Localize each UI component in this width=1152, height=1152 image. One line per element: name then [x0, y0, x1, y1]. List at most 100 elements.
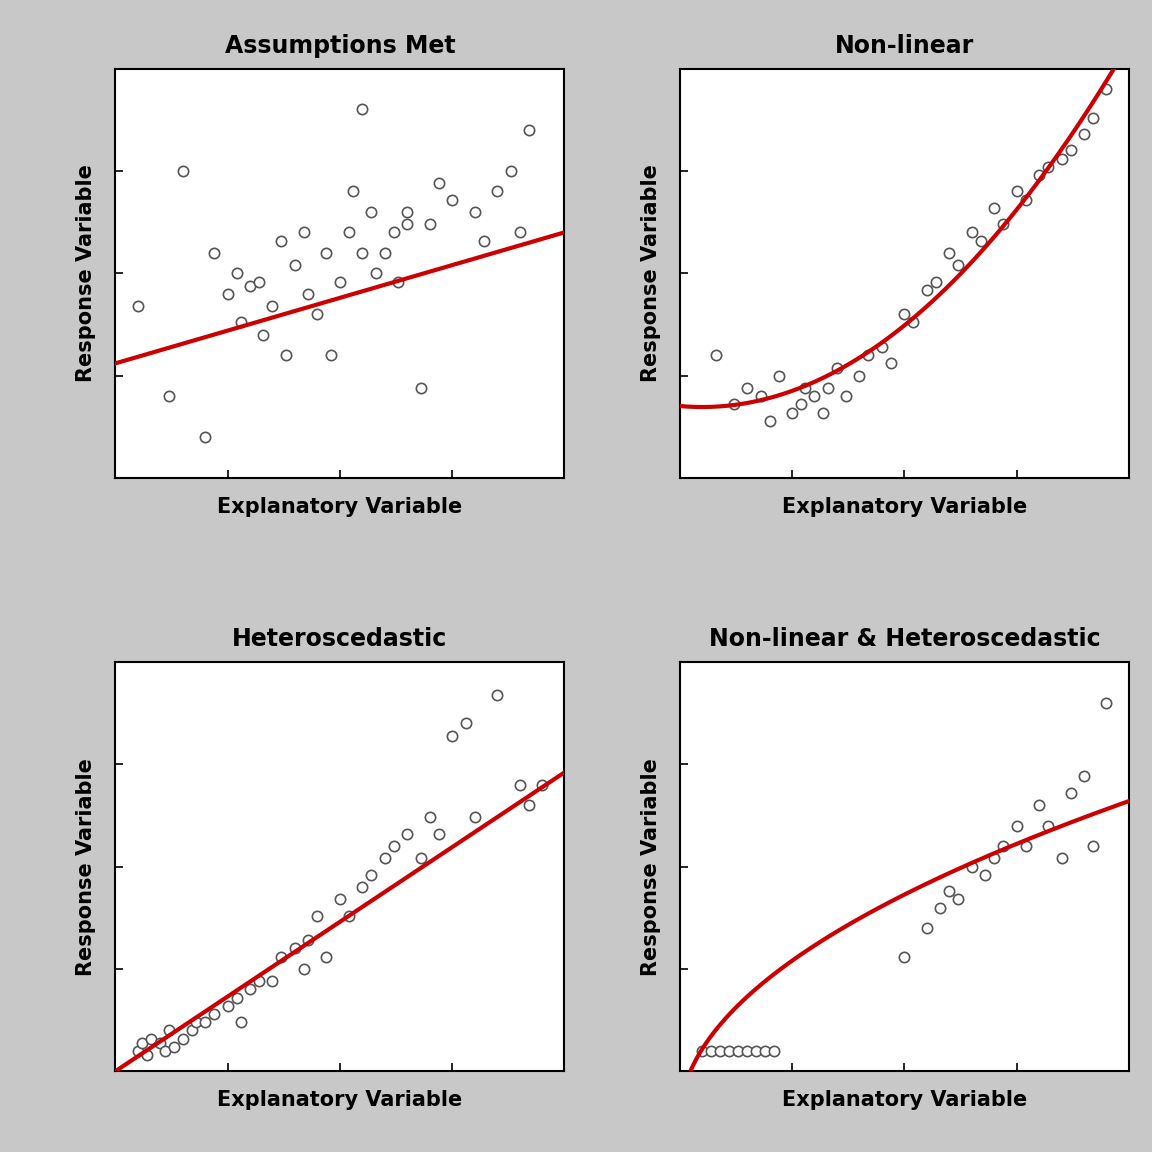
Point	[720, 1041, 738, 1060]
Point	[770, 366, 788, 385]
Point	[1053, 849, 1071, 867]
Point	[132, 1033, 151, 1052]
Point	[300, 285, 318, 303]
Point	[746, 1041, 765, 1060]
Point	[737, 1041, 756, 1060]
Point	[430, 174, 448, 192]
Point	[819, 379, 838, 397]
Point	[353, 243, 371, 262]
Point	[985, 198, 1003, 217]
Point	[411, 379, 430, 397]
Point	[295, 223, 313, 242]
Point	[376, 243, 394, 262]
Point	[1039, 158, 1058, 176]
Point	[156, 1041, 174, 1060]
Point	[994, 215, 1013, 234]
Point	[1030, 166, 1048, 184]
Point	[510, 223, 529, 242]
Point	[756, 1041, 774, 1060]
Point	[331, 890, 349, 909]
Point	[940, 882, 958, 901]
Point	[940, 243, 958, 262]
Point	[205, 1005, 223, 1023]
Point	[881, 354, 900, 372]
Point	[219, 996, 237, 1015]
Point	[760, 411, 779, 430]
Point	[263, 297, 281, 316]
Point	[385, 836, 403, 855]
Point	[196, 1013, 214, 1031]
Point	[430, 825, 448, 843]
Point	[1084, 108, 1102, 127]
Y-axis label: Response Variable: Response Variable	[76, 165, 97, 382]
Point	[362, 203, 380, 221]
Point	[151, 1033, 169, 1052]
Point	[1061, 142, 1079, 160]
Point	[805, 387, 824, 406]
Point	[917, 919, 935, 938]
X-axis label: Explanatory Variable: Explanatory Variable	[218, 1090, 462, 1111]
Point	[317, 947, 335, 965]
Point	[791, 395, 810, 414]
Point	[1007, 817, 1025, 835]
Point	[232, 313, 250, 332]
Point	[725, 395, 743, 414]
X-axis label: Explanatory Variable: Explanatory Variable	[218, 497, 462, 517]
Y-axis label: Response Variable: Response Variable	[641, 165, 661, 382]
Point	[520, 796, 538, 814]
Y-axis label: Response Variable: Response Variable	[641, 758, 661, 976]
Point	[706, 346, 725, 364]
Point	[1097, 694, 1115, 712]
Point	[465, 203, 484, 221]
Point	[501, 161, 520, 180]
Point	[376, 849, 394, 867]
Point	[692, 1041, 711, 1060]
Point	[309, 907, 327, 925]
Point	[340, 223, 358, 242]
Point	[137, 1046, 156, 1064]
Point	[276, 346, 295, 364]
Point	[295, 960, 313, 978]
Point	[442, 726, 461, 744]
Point	[904, 313, 923, 332]
Point	[263, 972, 281, 991]
Point	[751, 387, 770, 406]
Point	[385, 223, 403, 242]
Point	[1075, 767, 1093, 786]
Point	[399, 825, 417, 843]
Point	[389, 272, 408, 290]
Point	[182, 1021, 200, 1039]
Point	[205, 243, 223, 262]
Point	[129, 1041, 147, 1060]
Point	[1039, 817, 1058, 835]
Point	[272, 947, 290, 965]
Point	[411, 849, 430, 867]
Point	[456, 714, 475, 733]
Point	[362, 865, 380, 884]
Point	[219, 285, 237, 303]
Point	[250, 272, 268, 290]
Point	[227, 988, 245, 1007]
Point	[475, 232, 493, 250]
Point	[532, 775, 552, 794]
Point	[241, 980, 259, 999]
Point	[317, 243, 335, 262]
Point	[949, 890, 968, 909]
Text: Assumptions Met: Assumptions Met	[225, 33, 455, 58]
Point	[1084, 836, 1102, 855]
Y-axis label: Response Variable: Response Variable	[76, 758, 97, 976]
Point	[895, 947, 914, 965]
Point	[300, 931, 318, 949]
Point	[949, 256, 968, 274]
Point	[783, 403, 802, 422]
Point	[931, 899, 949, 917]
Point	[1016, 190, 1034, 209]
Point	[165, 1038, 183, 1056]
Point	[1097, 79, 1115, 98]
Point	[272, 232, 290, 250]
Point	[827, 358, 846, 377]
Text: Non-linear: Non-linear	[835, 33, 973, 58]
Point	[187, 1013, 205, 1031]
Point	[962, 857, 980, 876]
Point	[814, 403, 833, 422]
